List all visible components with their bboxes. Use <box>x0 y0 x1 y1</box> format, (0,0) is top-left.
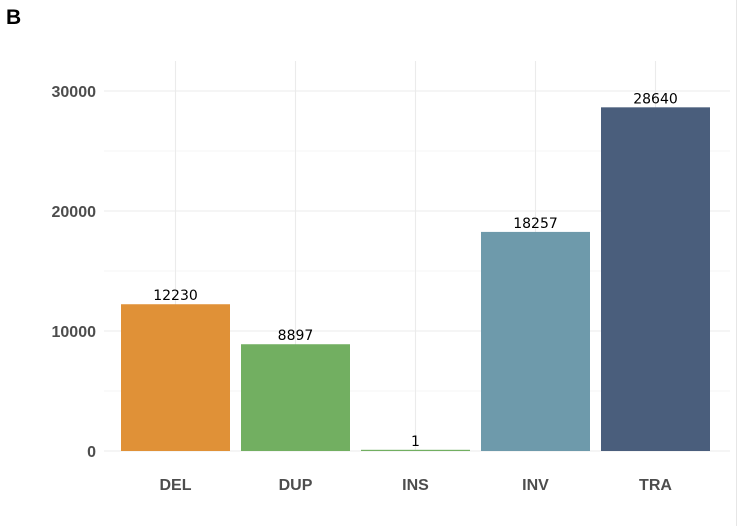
y-tick-label: 30000 <box>52 84 97 101</box>
bar-ins <box>361 449 470 451</box>
data-label-ins: 1 <box>411 434 420 450</box>
x-tick-label: DEL <box>160 477 192 494</box>
data-label-tra: 28640 <box>633 91 678 107</box>
y-tick-label: 0 <box>87 444 96 461</box>
bar-inv <box>481 231 590 451</box>
right-border <box>736 0 737 526</box>
panel-label: B <box>6 6 22 29</box>
y-tick-label: 10000 <box>52 324 97 341</box>
x-tick-label: INS <box>402 477 429 494</box>
data-label-inv: 18257 <box>513 216 558 232</box>
data-label-layer: 12230 8897 1 18257 28640 <box>153 91 678 449</box>
x-tick-label: INV <box>522 477 549 494</box>
data-label-del: 12230 <box>153 288 198 304</box>
bar-dup <box>241 344 350 451</box>
x-axis: DEL DUP INS INV TRA <box>160 477 673 494</box>
x-tick-label: DUP <box>279 477 313 494</box>
y-tick-label: 20000 <box>52 204 97 221</box>
y-axis: 0 10000 20000 30000 <box>52 84 97 461</box>
x-tick-label: TRA <box>639 477 672 494</box>
data-label-dup: 8897 <box>278 328 314 344</box>
bar-del <box>121 304 230 451</box>
bar-tra <box>601 107 710 451</box>
bar-layer <box>121 107 710 451</box>
